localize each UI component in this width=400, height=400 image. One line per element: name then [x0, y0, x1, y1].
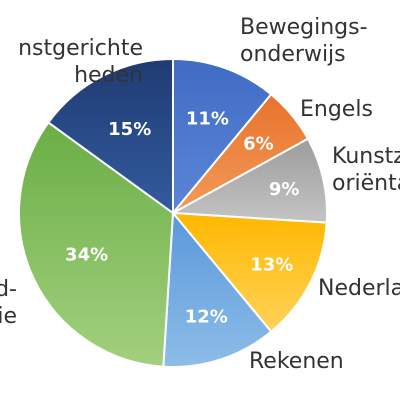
- pie-slice: [172, 57, 273, 216]
- slice-category-label: Rekenen: [249, 349, 344, 374]
- slice-percent-label: 11%: [186, 108, 229, 129]
- pie-slice: [47, 57, 174, 215]
- pie-slice: [169, 137, 329, 224]
- slice-category-label: Engels: [300, 97, 373, 122]
- pie-slice: [170, 211, 328, 334]
- slice-category-label: d-tatie: [0, 277, 17, 329]
- slice-percent-label: 9%: [269, 179, 300, 200]
- pie-slice: [162, 210, 273, 369]
- slice-percent-label: 6%: [243, 133, 274, 154]
- slice-percent-label: 13%: [250, 254, 293, 275]
- slice-category-label: Bewegings-onderwijs: [240, 15, 368, 67]
- slice-percent-label: 15%: [108, 119, 151, 140]
- slice-category-label: nstgerichte heden: [18, 36, 143, 88]
- slice-percent-label: 12%: [185, 307, 228, 328]
- slice-category-label: Nederla: [318, 276, 400, 301]
- slice-percent-label: 34%: [65, 245, 108, 266]
- pie-slice: [18, 121, 175, 368]
- slice-category-label: Kunstzoriënta: [332, 144, 400, 196]
